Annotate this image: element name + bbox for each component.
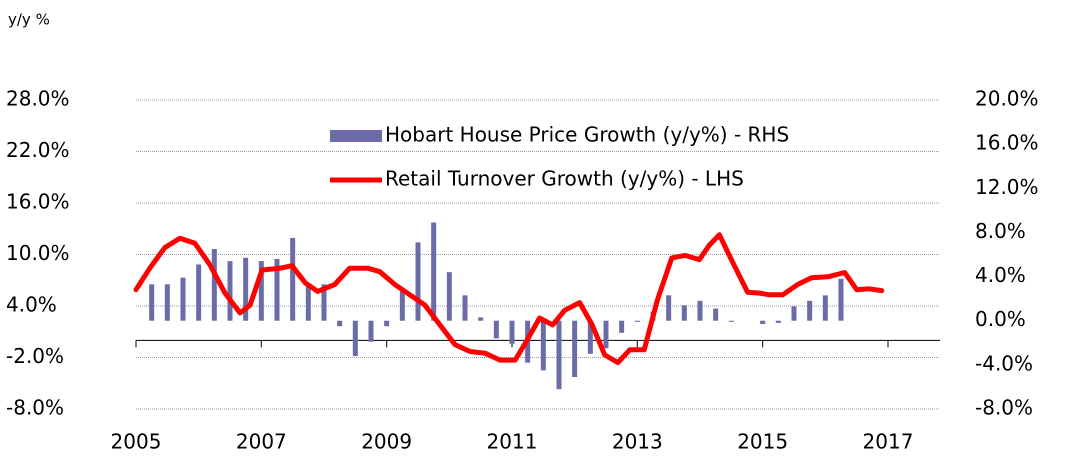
bar [415, 242, 421, 321]
bar [540, 320, 546, 371]
y-tick-label: -2.0% [6, 344, 64, 368]
bar [634, 320, 640, 322]
bar [728, 320, 734, 322]
bar [556, 320, 562, 390]
y2-tick-label: 12.0% [975, 175, 1039, 199]
bar [321, 284, 327, 321]
bar [431, 222, 437, 321]
bar [305, 284, 311, 321]
x-tick-label: 2015 [737, 430, 788, 454]
bar [666, 295, 672, 321]
x-tick-label: 2009 [361, 430, 412, 454]
bar [164, 284, 170, 321]
x-tick-label: 2017 [863, 430, 914, 454]
y2-tick-label: -4.0% [975, 351, 1033, 375]
bar [384, 320, 390, 327]
x-tick-label: 2013 [612, 430, 663, 454]
bar [399, 288, 405, 321]
y-tick-label: 4.0% [6, 293, 57, 317]
bar [149, 284, 155, 321]
bar [807, 300, 813, 321]
bar [822, 295, 828, 321]
bar [180, 277, 186, 321]
bar [196, 264, 202, 321]
bar [697, 300, 703, 321]
bar [211, 248, 217, 321]
bar [791, 306, 797, 321]
bar [838, 278, 844, 321]
bar [493, 320, 499, 339]
y2-tick-label: 16.0% [975, 131, 1039, 155]
bar [509, 320, 515, 344]
x-tick-label: 2011 [487, 430, 538, 454]
bar [227, 261, 233, 321]
bar [760, 320, 766, 325]
bar [258, 261, 264, 321]
bar [619, 320, 625, 333]
y-tick-label: 10.0% [6, 241, 70, 265]
x-tick-label: 2007 [236, 430, 287, 454]
bar [290, 237, 296, 321]
bar [713, 308, 719, 321]
bar [587, 320, 593, 354]
bar [274, 258, 280, 321]
legend-label: Retail Turnover Growth (y/y%) - LHS [385, 167, 744, 191]
y-tick-label: 16.0% [6, 190, 70, 214]
bar [572, 320, 578, 377]
y-tick-label: -8.0% [6, 396, 64, 420]
legend-swatch [330, 130, 382, 142]
bar [337, 320, 343, 327]
y-tick-label: 22.0% [6, 138, 70, 162]
bar [681, 305, 687, 321]
bar [243, 257, 249, 321]
bar [368, 320, 374, 342]
bar [462, 295, 468, 321]
y2-tick-label: 20.0% [975, 87, 1039, 111]
line [133, 232, 885, 366]
y-tick-label: 28.0% [6, 87, 70, 111]
y-axis-label: y/y % [8, 11, 50, 29]
y2-tick-label: 8.0% [975, 219, 1026, 243]
y2-tick-label: 4.0% [975, 263, 1026, 287]
y2-tick-label: 0.0% [975, 307, 1026, 331]
y2-tick-label: -8.0% [975, 396, 1033, 420]
bar [603, 320, 609, 349]
bar [775, 320, 781, 323]
legend-label: Hobart House Price Growth (y/y%) - RHS [385, 123, 789, 147]
bar [446, 272, 452, 321]
bar [478, 317, 484, 321]
bar [352, 320, 358, 357]
x-tick-label: 2005 [111, 430, 162, 454]
